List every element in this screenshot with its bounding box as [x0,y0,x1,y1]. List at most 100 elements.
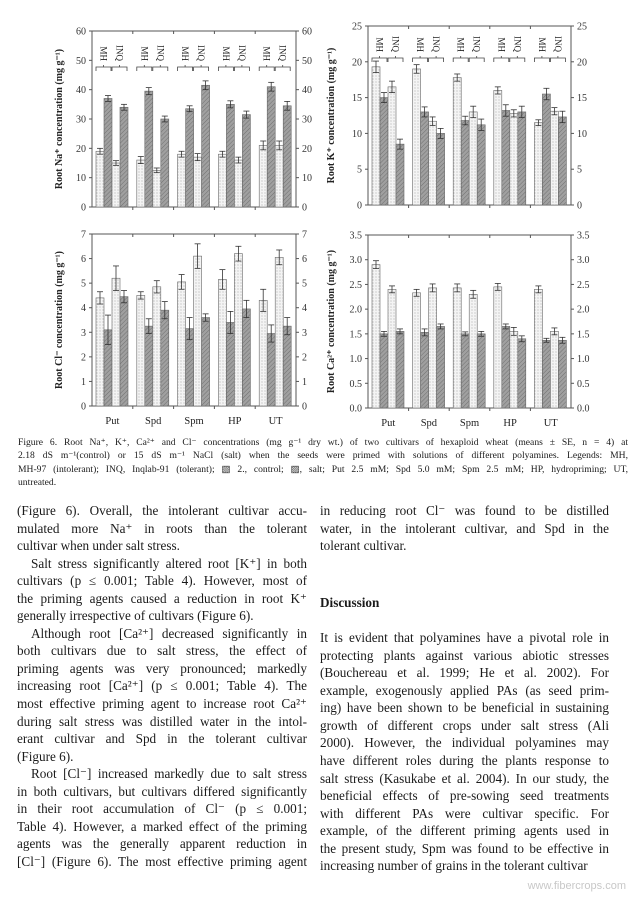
bar-mh-salt [460,120,470,206]
bar-inq-salt [476,333,486,409]
caption-line: 2.18 dS m⁻¹(control) or 15 dS m⁻¹ NaCl (… [18,450,628,462]
bar-mh-salt [379,97,389,206]
y-tick-label: 1.0 [577,354,590,365]
bar-mh-control [452,77,462,206]
text-line: in reducing root Cl⁻ was found to be dis… [320,503,609,518]
y-tick-label: 20 [577,57,587,68]
text-line: growth of different crops under salt str… [320,717,609,733]
y-axis-label: Root Na⁺ concentration (mg g⁻¹) [54,49,65,189]
text-line: the priming agents caused a reduction in… [17,590,307,606]
bar-inq-control [387,86,397,206]
text-line: It is evident that polyamines have a piv… [320,630,609,646]
figure-caption: Figure 6. Root Na⁺, K⁺, Ca²⁺ and Cl⁻ con… [18,436,628,490]
group-bracket [534,57,550,62]
y-tick-label: 30 [302,115,312,126]
group-bracket [509,57,526,62]
y-tick-label: 2 [81,352,86,363]
y-tick-label: 1 [81,377,86,388]
caption-line: untreated. [18,477,57,489]
chart-panel-2: 0 0 5 5 10 10 15 15 20 20 25 25 Root K⁺ concentratio… [326,22,587,212]
y-tick-label: 4 [302,303,307,314]
category-label: Spd [145,416,162,427]
y-tick-label: 2.0 [577,305,590,316]
y-tick-label: 0.5 [350,379,363,390]
category-label: HP [503,418,517,429]
bar-mh-salt [226,104,235,208]
text-line: example, of the different priming agents… [320,823,609,839]
bar-mh-control [95,150,105,208]
cultivar-label: INQ [278,45,288,61]
bar-inq-salt [242,114,251,208]
bar-inq-control [509,331,519,409]
bar-mh-control [258,145,268,208]
category-label: Put [105,416,119,427]
group-bracket [152,66,169,71]
text-line: cultivars (p ≤ 0.001; Table 4). However,… [17,573,307,589]
text-line: [Cl⁻] (Figure 6). The most effective pri… [17,853,307,869]
y-tick-label: 60 [302,27,312,38]
y-tick-label: 5 [577,165,582,176]
y-tick-label: 0.0 [350,404,363,415]
y-tick-label: 50 [302,56,312,67]
bar-inq-control [428,120,437,206]
bar-inq-salt [282,105,292,208]
bar-mh-salt [460,333,470,409]
y-tick-label: 5 [357,165,362,176]
text-line: with different PAs were cultivar specifi… [320,805,609,821]
text-line: the present study, Spm was found to be e… [320,840,609,856]
y-tick-label: 2.5 [350,280,363,291]
text-line: during salt stress was distilled water i… [17,713,307,729]
bar-inq-control [274,257,284,407]
text-line: salt stress (Kasukabe et al. 2004). In o… [320,770,609,786]
y-tick-label: 60 [76,27,86,38]
bar-inq-control [111,162,121,208]
y-tick-label: 0.5 [577,379,590,390]
bar-inq-control [428,287,437,409]
bar-inq-salt [119,296,129,407]
bar-inq-salt [395,331,405,409]
y-tick-label: 0 [577,201,582,212]
text-line: in their root accumulation of Cl⁻ (p ≤ 0… [17,801,307,817]
y-tick-label: 20 [76,144,86,155]
bar-mh-control [452,287,462,409]
group-bracket [136,66,153,71]
bar-inq-salt [201,84,210,208]
cultivar-label: INQ [155,45,165,61]
y-tick-label: 0 [302,203,307,214]
bar-inq-salt [517,338,527,409]
bar-mh-salt [420,111,429,206]
bar-inq-control [193,156,202,208]
y-tick-label: 25 [577,22,587,33]
category-label: Put [381,418,395,429]
text-line: water, in the intolerant cultivar, and S… [320,520,609,536]
bar-inq-control [468,294,478,409]
bar-mh-control [177,281,186,407]
bar-mh-control [493,286,503,409]
bar-mh-salt [379,333,389,409]
bar-inq-salt [201,317,210,407]
text-line: Salt stress significantly altered root [… [31,555,307,571]
bar-inq-salt [395,143,405,206]
cultivar-label: MH [99,46,109,61]
bar-inq-salt [119,106,129,208]
cultivar-label: INQ [391,36,401,52]
cultivar-label: INQ [115,45,125,61]
cultivar-label: MH [262,46,272,61]
text-line: agents was the generally apparent reduct… [17,836,307,852]
bar-inq-salt [558,116,567,206]
text-line: beneficial effects of pre-sowing seed tr… [320,788,609,804]
cultivar-label: INQ [472,36,482,52]
y-tick-label: 0 [81,203,86,214]
bar-inq-salt [558,339,567,409]
bar-inq-salt [242,308,251,407]
chart-panel-3: 0 0 1 1 2 2 3 3 4 4 5 5 6 6 7 7 Root Cl⁻ concentration (… [54,230,307,428]
cultivar-label: MH [375,37,385,52]
y-tick-label: 2 [302,352,307,363]
bar-mh-control [136,159,146,208]
category-label: Spd [421,418,438,429]
bar-inq-control [152,170,162,208]
bar-mh-control [136,295,146,407]
text-line: generally irrespective of cultivars (Fig… [17,608,254,624]
bar-inq-control [234,253,243,407]
